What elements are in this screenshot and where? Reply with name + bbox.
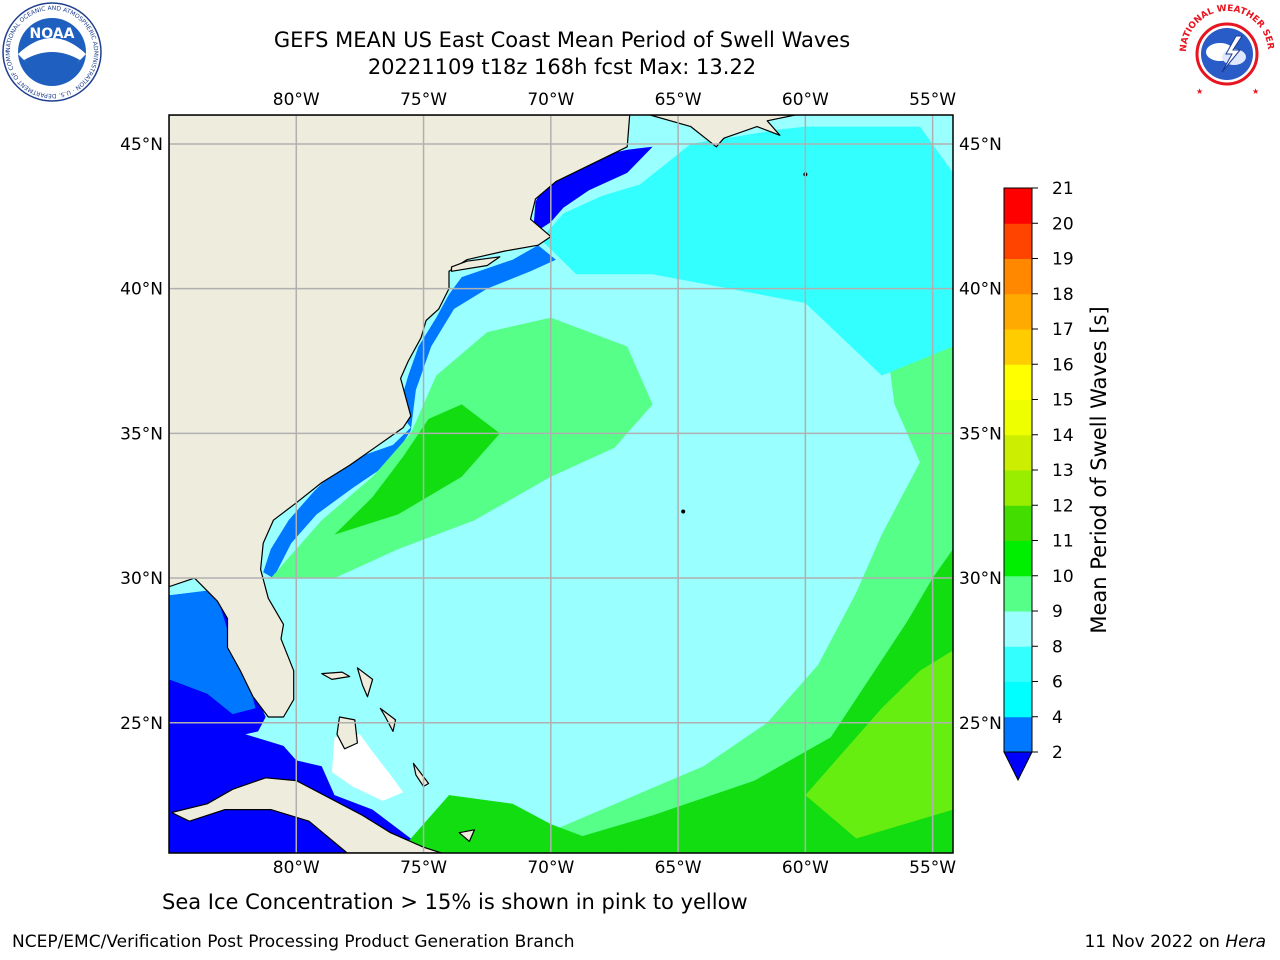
- colorbar-label: Mean Period of Swell Waves [s]: [1087, 306, 1111, 633]
- graticule: [169, 115, 953, 853]
- colorbar-tick-label: 20: [1052, 214, 1074, 234]
- map-axis-labels: 80°W 80°W 75°W 75°W 70°W 70°W 65°W 65°W 60°W 60°W…: [120, 90, 1002, 878]
- map-area: [169, 115, 953, 853]
- colorbar-tick-label: 6: [1052, 673, 1063, 693]
- field-region: [805, 650, 953, 839]
- lon-label-top: 80°W: [273, 90, 320, 110]
- colorbar-bin: [1004, 681, 1032, 718]
- footer-date: 11 Nov 2022 on Hera: [1084, 932, 1266, 952]
- colorbar-tick-label: 4: [1052, 708, 1063, 728]
- colorbar-tick-label: 11: [1052, 532, 1074, 552]
- colorbar-bin: [1004, 223, 1032, 259]
- colorbar-bin: [1004, 470, 1032, 506]
- inagua-land: [458, 829, 476, 843]
- svg-text:★: ★: [1196, 87, 1203, 96]
- lat-label-right: 25°N: [959, 714, 1002, 734]
- footer-date-text: 11 Nov 2022 on: [1084, 932, 1226, 952]
- lon-label-top: 75°W: [400, 90, 447, 110]
- lat-label-right: 40°N: [959, 280, 1002, 300]
- colorbar-tick-label: 13: [1052, 461, 1074, 481]
- lon-label-top: 60°W: [782, 90, 829, 110]
- colorbar-tick-label: 8: [1052, 637, 1063, 657]
- eleuthera-land: [379, 707, 397, 733]
- nws-logo: NATIONAL WEATHER SERVICE ★ ★: [1176, 2, 1275, 100]
- lon-label-top: 55°W: [909, 90, 956, 110]
- colorbar-bin: [1004, 364, 1032, 400]
- colorbar-bin: [1004, 505, 1032, 541]
- field-region: [169, 589, 256, 715]
- colorbar-bin: [1004, 434, 1032, 471]
- colorbar-tick-label: 19: [1052, 250, 1074, 270]
- chart-title: GEFS MEAN US East Coast Mean Period of S…: [273, 28, 851, 52]
- lon-label-top: 65°W: [655, 90, 702, 110]
- colorbar-tick-label: 18: [1052, 285, 1074, 305]
- nova-scotia-land: [649, 115, 796, 148]
- colorbar-bin: [1004, 188, 1032, 224]
- lon-label-bottom: 70°W: [527, 858, 574, 878]
- colorbar-tick-label: 9: [1052, 602, 1063, 622]
- field-region: [331, 734, 404, 801]
- lat-label-right: 35°N: [959, 424, 1002, 444]
- land-layer: [169, 115, 808, 853]
- colorbar-bin: [1004, 399, 1032, 436]
- colorbar-tick-label: 16: [1052, 355, 1074, 375]
- field-region: [540, 126, 953, 376]
- lon-label-top: 70°W: [527, 90, 574, 110]
- field-region: [334, 404, 500, 535]
- colorbar-bin: [1004, 716, 1032, 753]
- grand-bahama-land: [321, 671, 351, 681]
- abaco-land: [356, 667, 374, 698]
- lat-label-left: 35°N: [120, 424, 163, 444]
- colorbar-tick-label: 21: [1052, 179, 1074, 199]
- colorbar-tick-label: 14: [1052, 426, 1074, 446]
- colorbar-bin: [1004, 646, 1032, 682]
- lat-label-left: 45°N: [120, 135, 163, 155]
- footer-host: Hera: [1225, 932, 1266, 952]
- us-east-coast-land: [169, 115, 631, 718]
- lat-label-right: 45°N: [959, 135, 1002, 155]
- colorbar-bin: [1004, 329, 1032, 365]
- noaa-logo-text: NOAA: [30, 26, 75, 42]
- cuba-land: [170, 777, 442, 853]
- colorbar-bin: [1004, 611, 1032, 647]
- chart-subtitle: 20221109 t18z 168h fcst Max: 13.22: [367, 55, 757, 79]
- colorbar-tick-label: 12: [1052, 496, 1074, 516]
- lat-label-left: 40°N: [120, 280, 163, 300]
- long-island-land: [450, 256, 501, 272]
- colorbar-bin: [1004, 293, 1032, 330]
- colorbar-tick-label: 10: [1052, 567, 1074, 587]
- lon-label-bottom: 60°W: [782, 858, 829, 878]
- colorbar-bin: [1004, 575, 1032, 612]
- noaa-logo: NATIONAL OCEANIC AND ATMOSPHERIC ADMINIS…: [2, 2, 102, 102]
- lon-label-bottom: 80°W: [273, 858, 320, 878]
- andros-land: [336, 716, 358, 750]
- colorbar-bin: [1004, 540, 1032, 577]
- lon-label-bottom: 75°W: [400, 858, 447, 878]
- colorbar-tick-label: 17: [1052, 320, 1074, 340]
- lat-label-left: 25°N: [120, 714, 163, 734]
- colorbar-bin: [1004, 258, 1032, 295]
- colorbar-tick-label: 15: [1052, 391, 1074, 411]
- lon-label-bottom: 55°W: [909, 858, 956, 878]
- field-region: [398, 795, 628, 853]
- map-frame: [168, 114, 954, 854]
- bermuda-island: [681, 509, 686, 514]
- lat-label-right: 30°N: [959, 569, 1002, 589]
- svg-text:★: ★: [1252, 87, 1259, 96]
- colorbar: 2 4 6 8 9 10 11 12 13 14 15 16 17 18 19 20 21 Mean Period…: [1003, 179, 1111, 782]
- footer-credit: NCEP/EMC/Verification Post Processing Pr…: [12, 932, 575, 952]
- colorbar-under-arrow: [1003, 751, 1033, 782]
- sea-ice-note: Sea Ice Concentration > 15% is shown in …: [162, 890, 748, 914]
- lat-label-left: 30°N: [120, 569, 163, 589]
- lon-label-bottom: 65°W: [655, 858, 702, 878]
- colorbar-tick-label: 2: [1052, 743, 1063, 763]
